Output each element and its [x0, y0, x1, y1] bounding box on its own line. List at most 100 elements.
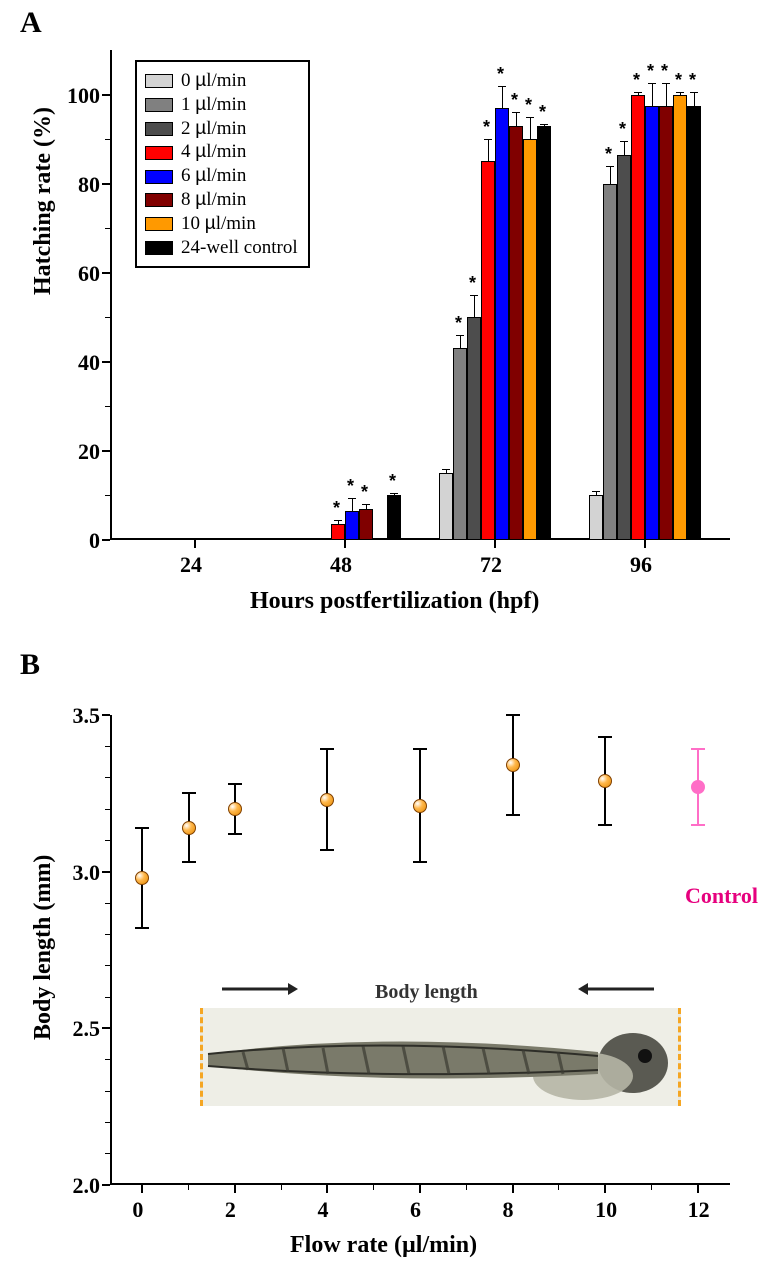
panel-b-ytick-minor	[105, 1091, 111, 1092]
error-cap	[442, 469, 450, 470]
panel-b-ytick-minor	[105, 840, 111, 841]
panel-b-ytick-minor	[105, 1059, 111, 1060]
error-cap	[484, 139, 492, 140]
panel-a-ytick-label: 100	[60, 83, 100, 109]
panel-b-y-axis	[110, 715, 112, 1185]
bar	[659, 106, 673, 540]
bar	[331, 524, 345, 540]
error-bar	[610, 166, 611, 184]
panel-a-xtick	[194, 540, 196, 548]
bar	[439, 473, 453, 540]
panel-a-xtick	[644, 540, 646, 548]
error-cap	[456, 335, 464, 336]
panel-b-xtick-minor	[466, 1185, 467, 1190]
panel-b-xtick-label: 8	[503, 1197, 514, 1223]
error-cap	[334, 520, 342, 521]
panel-a-xtick-label: 96	[630, 552, 652, 578]
significance-marker: *	[661, 61, 668, 82]
panel-a-ytick-minor	[105, 228, 110, 229]
panel-b-ytick-label: 2.0	[55, 1173, 100, 1199]
significance-marker: *	[469, 273, 476, 294]
error-cap	[135, 927, 149, 929]
bar	[481, 161, 495, 540]
error-cap	[690, 92, 698, 93]
panel-b-ytick-minor	[105, 903, 111, 904]
significance-marker: *	[647, 61, 654, 82]
bar	[537, 126, 551, 540]
panel-b-xtick-minor	[651, 1185, 652, 1190]
data-point	[182, 821, 196, 835]
error-cap	[413, 861, 427, 863]
legend-item: 24-well control	[145, 237, 298, 260]
significance-marker: *	[361, 482, 368, 503]
panel-a-ytick-minor	[105, 406, 110, 407]
panel-a-ytick	[102, 183, 110, 185]
legend-item: 0 µl/min	[145, 70, 298, 93]
panel-b-ytick	[102, 714, 110, 716]
error-bar	[474, 295, 475, 317]
error-cap	[620, 141, 628, 142]
panel-b-ytick	[102, 1027, 110, 1029]
error-cap	[182, 861, 196, 863]
error-bar	[502, 86, 503, 108]
panel-b-xtick-label: 10	[595, 1197, 617, 1223]
legend-item: 8 µl/min	[145, 189, 298, 212]
significance-marker: *	[525, 95, 532, 116]
panel-b-ytick-minor	[105, 777, 111, 778]
panel-a-ytick-minor	[105, 317, 110, 318]
panel-b-ytick-minor	[105, 746, 111, 747]
error-cap	[390, 493, 398, 494]
panel-a-legend: 0 µl/min1 µl/min2 µl/min4 µl/min6 µl/min…	[135, 60, 310, 268]
legend-swatch	[145, 193, 173, 207]
panel-b-x-axis-label: Flow rate (µl/min)	[290, 1232, 477, 1259]
error-bar	[652, 83, 653, 105]
bar	[589, 495, 603, 540]
panel-b-ytick-minor	[105, 1153, 111, 1154]
significance-marker: *	[483, 117, 490, 138]
control-point-label: Control	[685, 883, 758, 909]
error-bar	[530, 117, 531, 139]
panel-a-ytick-label: 0	[60, 528, 100, 554]
panel-b-xtick	[141, 1185, 143, 1193]
panel-b-xtick-minor	[188, 1185, 189, 1190]
panel-b-xtick-label: 2	[225, 1197, 236, 1223]
inset-body-length-label: Body length	[375, 981, 478, 1004]
error-cap	[540, 124, 548, 125]
significance-marker: *	[333, 498, 340, 519]
error-bar	[694, 92, 695, 105]
bar	[453, 348, 467, 540]
error-cap	[362, 504, 370, 505]
data-point	[135, 871, 149, 885]
legend-item: 1 µl/min	[145, 94, 298, 117]
error-cap	[413, 748, 427, 750]
panel-b-xtick-label: 0	[132, 1197, 143, 1223]
significance-marker: *	[497, 64, 504, 85]
legend-label: 2 µl/min	[181, 118, 246, 141]
bar	[645, 106, 659, 540]
panel-b-ytick-label: 2.5	[55, 1016, 100, 1042]
error-cap	[506, 714, 520, 716]
error-cap	[228, 833, 242, 835]
error-cap	[691, 824, 705, 826]
error-cap	[598, 736, 612, 738]
panel-b-ytick	[102, 1184, 110, 1186]
panel-a-ytick-label: 60	[60, 261, 100, 287]
panel-b-xtick-minor	[558, 1185, 559, 1190]
data-point	[506, 758, 520, 772]
legend-swatch	[145, 74, 173, 88]
panel-b-label: B	[20, 648, 40, 682]
panel-a-xtick-label: 48	[330, 552, 352, 578]
significance-marker: *	[619, 119, 626, 140]
legend-swatch	[145, 170, 173, 184]
significance-marker: *	[633, 70, 640, 91]
panel-a-ytick	[102, 450, 110, 452]
error-cap	[662, 83, 670, 84]
legend-label: 0 µl/min	[181, 70, 246, 93]
error-bar	[516, 112, 517, 125]
error-cap	[506, 814, 520, 816]
error-cap	[526, 117, 534, 118]
error-cap	[691, 748, 705, 750]
panel-a-xtick	[494, 540, 496, 548]
error-cap	[348, 498, 356, 499]
panel-b-ytick-minor	[105, 997, 111, 998]
